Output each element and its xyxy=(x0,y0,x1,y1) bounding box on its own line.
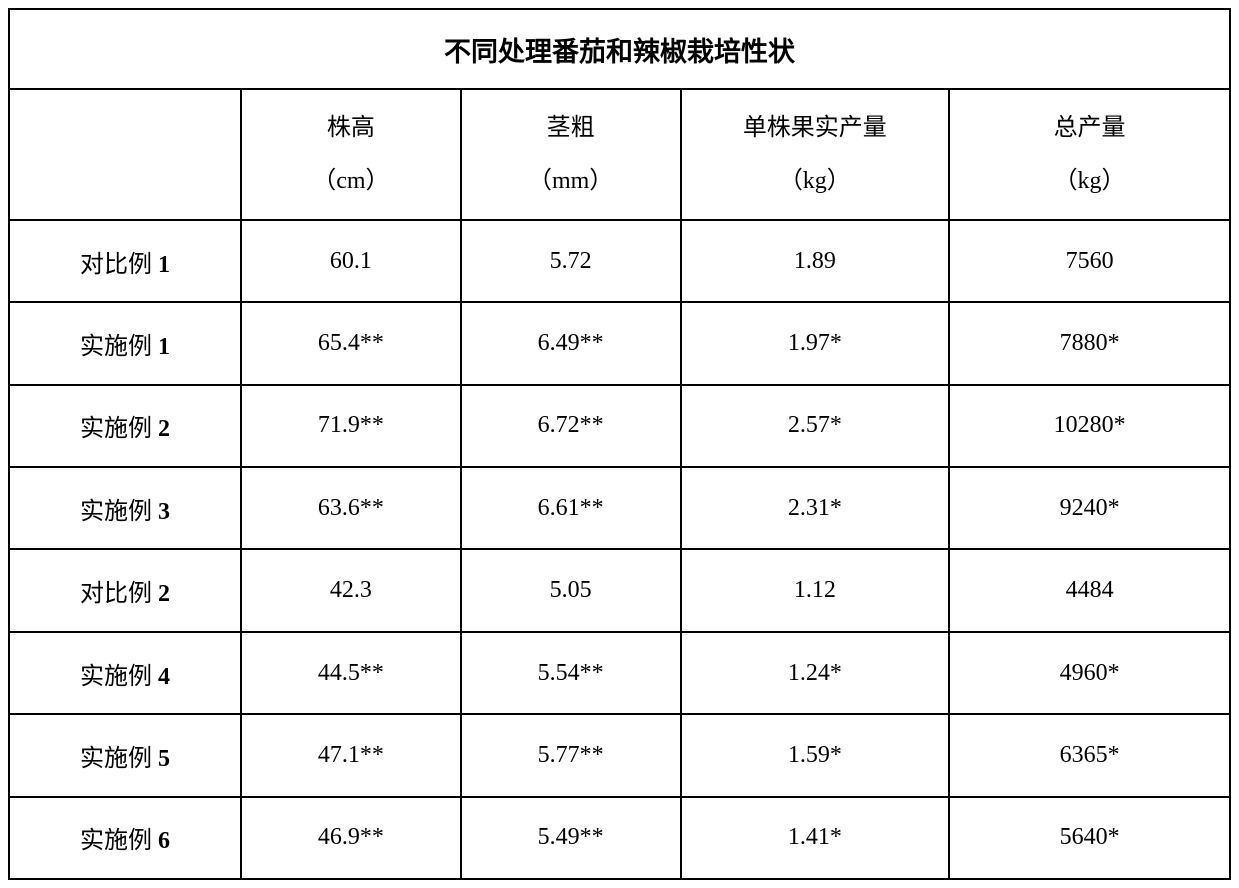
header-cell-total-yield: 总产量 （kg） xyxy=(949,89,1230,220)
header-label: 株高 xyxy=(242,102,460,155)
cell-value: 6365* xyxy=(949,714,1230,796)
cell-value: 4960* xyxy=(949,632,1230,714)
cell-value: 5.05 xyxy=(461,549,681,631)
header-unit: （kg） xyxy=(950,155,1229,208)
cell-value: 71.9** xyxy=(241,385,461,467)
cell-value: 1.41* xyxy=(681,797,950,879)
header-cell-fruit-yield: 单株果实产量 （kg） xyxy=(681,89,950,220)
table-row: 实施例 3 63.6** 6.61** 2.31* 9240* xyxy=(9,467,1230,549)
cell-value: 6.72** xyxy=(461,385,681,467)
cell-value: 6.61** xyxy=(461,467,681,549)
cell-value: 1.97* xyxy=(681,302,950,384)
row-label: 实施例 2 xyxy=(9,385,241,467)
row-label: 实施例 5 xyxy=(9,714,241,796)
cell-value: 2.31* xyxy=(681,467,950,549)
cell-value: 5640* xyxy=(949,797,1230,879)
table-header-row: 株高 （cm） 茎粗 （mm） 单株果实产量 （kg） 总产量 （kg） xyxy=(9,89,1230,220)
header-label: 单株果实产量 xyxy=(682,102,949,155)
header-cell-stem: 茎粗 （mm） xyxy=(461,89,681,220)
header-unit: （kg） xyxy=(682,155,949,208)
cell-value: 5.72 xyxy=(461,220,681,302)
header-unit: （mm） xyxy=(462,155,680,208)
cell-value: 5.49** xyxy=(461,797,681,879)
cell-value: 7880* xyxy=(949,302,1230,384)
cell-value: 5.77** xyxy=(461,714,681,796)
cultivation-traits-table: 不同处理番茄和辣椒栽培性状 株高 （cm） 茎粗 （mm） 单株果实产量 （kg… xyxy=(8,8,1231,880)
cell-value: 42.3 xyxy=(241,549,461,631)
row-label: 对比例 1 xyxy=(9,220,241,302)
cell-value: 1.89 xyxy=(681,220,950,302)
cell-value: 1.59* xyxy=(681,714,950,796)
cell-value: 5.54** xyxy=(461,632,681,714)
header-label: 茎粗 xyxy=(462,102,680,155)
cell-value: 63.6** xyxy=(241,467,461,549)
header-cell-blank xyxy=(9,89,241,220)
cell-value: 2.57* xyxy=(681,385,950,467)
table-row: 实施例 5 47.1** 5.77** 1.59* 6365* xyxy=(9,714,1230,796)
cell-value: 4484 xyxy=(949,549,1230,631)
cell-value: 10280* xyxy=(949,385,1230,467)
cell-value: 6.49** xyxy=(461,302,681,384)
row-label: 对比例 2 xyxy=(9,549,241,631)
table-row: 实施例 2 71.9** 6.72** 2.57* 10280* xyxy=(9,385,1230,467)
row-label: 实施例 6 xyxy=(9,797,241,879)
cell-value: 44.5** xyxy=(241,632,461,714)
row-label: 实施例 4 xyxy=(9,632,241,714)
header-unit: （cm） xyxy=(242,155,460,208)
row-label: 实施例 3 xyxy=(9,467,241,549)
row-label: 实施例 1 xyxy=(9,302,241,384)
cell-value: 47.1** xyxy=(241,714,461,796)
table-title: 不同处理番茄和辣椒栽培性状 xyxy=(9,9,1230,89)
table-row: 对比例 2 42.3 5.05 1.12 4484 xyxy=(9,549,1230,631)
table-row: 实施例 4 44.5** 5.54** 1.24* 4960* xyxy=(9,632,1230,714)
cell-value: 46.9** xyxy=(241,797,461,879)
cell-value: 1.12 xyxy=(681,549,950,631)
table-row: 对比例 1 60.1 5.72 1.89 7560 xyxy=(9,220,1230,302)
cell-value: 1.24* xyxy=(681,632,950,714)
table-row: 实施例 6 46.9** 5.49** 1.41* 5640* xyxy=(9,797,1230,879)
header-label: 总产量 xyxy=(950,102,1229,155)
cell-value: 9240* xyxy=(949,467,1230,549)
table-row: 实施例 1 65.4** 6.49** 1.97* 7880* xyxy=(9,302,1230,384)
cell-value: 7560 xyxy=(949,220,1230,302)
cell-value: 65.4** xyxy=(241,302,461,384)
header-cell-height: 株高 （cm） xyxy=(241,89,461,220)
table-title-row: 不同处理番茄和辣椒栽培性状 xyxy=(9,9,1230,89)
cell-value: 60.1 xyxy=(241,220,461,302)
